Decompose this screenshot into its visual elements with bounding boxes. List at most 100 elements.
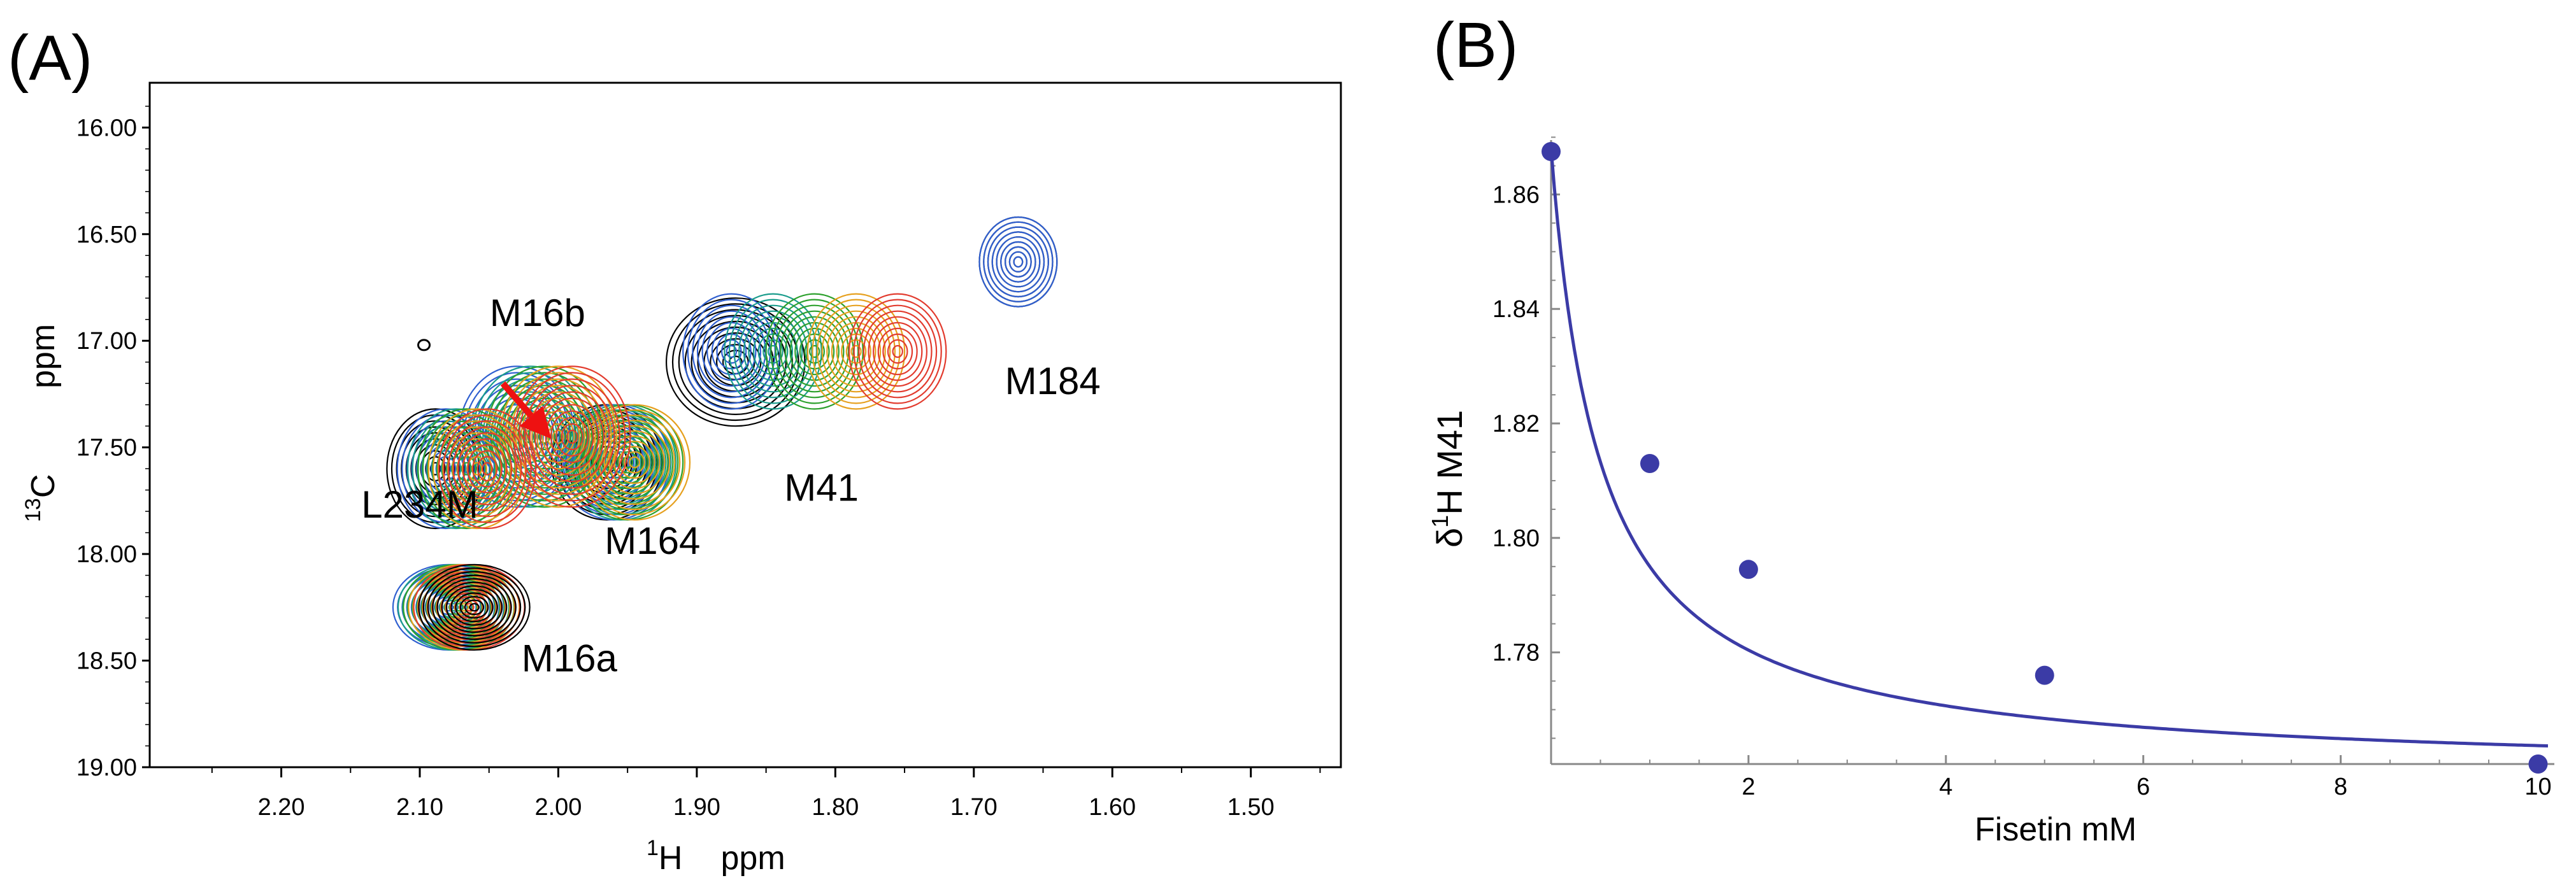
contour-M164-3-9 xyxy=(617,451,639,474)
contour-M16a-5-5 xyxy=(441,581,508,634)
contour-M184-1-2 xyxy=(987,226,1049,298)
panel-a-label: (A) xyxy=(8,22,92,94)
panel-a-frame xyxy=(148,81,1342,768)
contour-M41-shift-3-9 xyxy=(850,344,862,358)
contour-M16a-5-10 xyxy=(464,599,485,616)
contour-M164-2-9 xyxy=(610,451,632,474)
x-tick-label-6: 1.60 xyxy=(1089,794,1136,821)
contour-M184-1-5 xyxy=(1000,241,1036,283)
red-arrow-head xyxy=(519,406,552,439)
contour-M16b-3-6 xyxy=(531,404,586,470)
panel-a-peak-labels: M16b M184 M41 L234M M164 M16a xyxy=(361,292,1100,680)
x-tick-label-0: 2.20 xyxy=(258,794,305,821)
contour-M41-shift-4-4 xyxy=(868,316,928,387)
b-y-tick-label-2: 1.82 xyxy=(1492,411,1540,437)
contour-L234M-5-8 xyxy=(476,456,498,482)
panel-a-y-axis-label-unit: ppm xyxy=(25,324,62,388)
panel-a-contours xyxy=(386,216,1058,651)
contour-M16b-4-2 xyxy=(524,378,620,495)
contour-M41-shift-2-6 xyxy=(794,327,835,376)
data-point-0 xyxy=(1542,141,1561,161)
contour-M16b-4-7 xyxy=(550,410,594,464)
contour-M184-1-0 xyxy=(978,216,1058,308)
contour-M16b-4-9 xyxy=(561,423,583,451)
contour-M41-shift-1-8 xyxy=(762,339,784,364)
contour-L234M-5-7 xyxy=(472,450,503,488)
contour-M184-1-3 xyxy=(991,231,1045,293)
b-y-tick-label-0: 1.78 xyxy=(1492,640,1540,667)
contour-M41-shift-3-0 xyxy=(806,293,906,410)
contour-L234M-5-3 xyxy=(452,426,522,511)
data-point-4 xyxy=(2528,754,2548,774)
contour-M16b-4-5 xyxy=(540,397,605,476)
y-tick-label-0: 16.00 xyxy=(76,115,137,141)
contour-M184-1-4 xyxy=(996,236,1041,288)
x-tick-label-1: 2.10 xyxy=(396,794,443,821)
y-tick-label-3: 17.50 xyxy=(76,435,137,462)
contour-M16b-4-0 xyxy=(513,365,631,508)
contour-M41-shift-1-4 xyxy=(743,316,803,387)
contour-M16a-5-8 xyxy=(455,592,494,623)
contour-M41-shift-3-6 xyxy=(836,327,877,376)
x-tick-label-2: 2.00 xyxy=(534,794,582,821)
data-point-2 xyxy=(1738,560,1758,579)
contour-M16b-4-4 xyxy=(534,391,610,483)
contour-L234M-5-4 xyxy=(457,432,517,506)
small-contour-marker xyxy=(417,339,431,351)
contour-M41-shift-4-6 xyxy=(877,327,918,376)
panel-a-ticks: 2.20 2.10 2.00 1.90 1.80 1.70 1.60 1.50 16.00 16.… xyxy=(76,106,1321,821)
contour-L234M-2-9 xyxy=(450,462,462,476)
contour-M41-shift-4-3 xyxy=(862,310,933,393)
contour-M41-shift-0-6 xyxy=(711,327,752,376)
contour-L234M-5-1 xyxy=(443,414,532,523)
data-point-3 xyxy=(2035,665,2054,685)
b-x-tick-label-1: 4 xyxy=(1939,774,1952,800)
contour-M16a-5-2 xyxy=(427,570,522,644)
contour-M41-shift-4-5 xyxy=(872,322,923,381)
contour-M41-free-0-1 xyxy=(671,303,799,421)
contour-M41-shift-3-4 xyxy=(826,316,886,387)
peak-label-m41: M41 xyxy=(784,466,859,509)
contour-M41-shift-4-2 xyxy=(858,304,938,399)
red-arrow xyxy=(500,381,534,418)
contour-M41-shift-0-8 xyxy=(721,339,742,364)
contour-M41-shift-3-2 xyxy=(816,304,896,399)
contour-M164-4-5 xyxy=(603,430,666,495)
panel-b-x-axis-label: Fisetin mM xyxy=(1975,811,2136,848)
peak-label-m16a: M16a xyxy=(522,637,618,679)
contour-M16b-4-10 xyxy=(566,429,578,444)
contour-M164-4-10 xyxy=(628,456,640,469)
contour-M41-shift-3-3 xyxy=(821,310,891,393)
contour-M16a-5-4 xyxy=(436,577,512,637)
panel-b-label: (B) xyxy=(1433,10,1518,81)
contour-M41-shift-2-9 xyxy=(808,344,820,358)
contour-M41-shift-2-8 xyxy=(804,339,825,364)
peak-label-m164: M164 xyxy=(605,520,700,562)
contour-M16b-2-7 xyxy=(522,410,567,464)
panel-a-y-axis-label-main: 13C xyxy=(21,474,62,522)
contour-M41-shift-4-1 xyxy=(853,299,942,404)
y-tick-label-6: 19.00 xyxy=(76,754,137,781)
contour-M16b-4-8 xyxy=(555,416,589,457)
contour-M164-3-5 xyxy=(596,430,659,495)
data-point-1 xyxy=(1640,453,1659,473)
contour-M16b-1-0 xyxy=(471,365,590,508)
y-tick-label-5: 18.50 xyxy=(76,648,137,675)
panel-b-ticks: 2 4 6 8 10 1.78 1.80 1.82 1.84 1.86 xyxy=(1492,136,2552,800)
b-y-tick-label-3: 1.84 xyxy=(1492,296,1540,323)
b-y-tick-label-4: 1.86 xyxy=(1492,181,1540,208)
panel-b-titration-plot: 2 4 6 8 10 1.78 1.80 1.82 1.84 1.86 Fisetin mM δ1… xyxy=(1427,136,2554,848)
contour-M41-shift-3-1 xyxy=(812,299,901,404)
contour-M41-shift-4-8 xyxy=(887,339,908,364)
contour-M16a-5-6 xyxy=(445,585,503,630)
contour-M164-4-9 xyxy=(624,451,645,474)
contour-M41-shift-2-4 xyxy=(784,316,845,387)
contour-M41-shift-4-0 xyxy=(848,293,947,410)
contour-M41-shift-1-3 xyxy=(738,310,808,393)
peak-label-l234m: L234M xyxy=(361,483,478,526)
contour-M41-shift-4-9 xyxy=(892,344,903,358)
x-tick-label-3: 1.90 xyxy=(673,794,720,821)
contour-M16b-3-4 xyxy=(520,391,596,483)
contour-L234M-5-0 xyxy=(438,408,537,530)
